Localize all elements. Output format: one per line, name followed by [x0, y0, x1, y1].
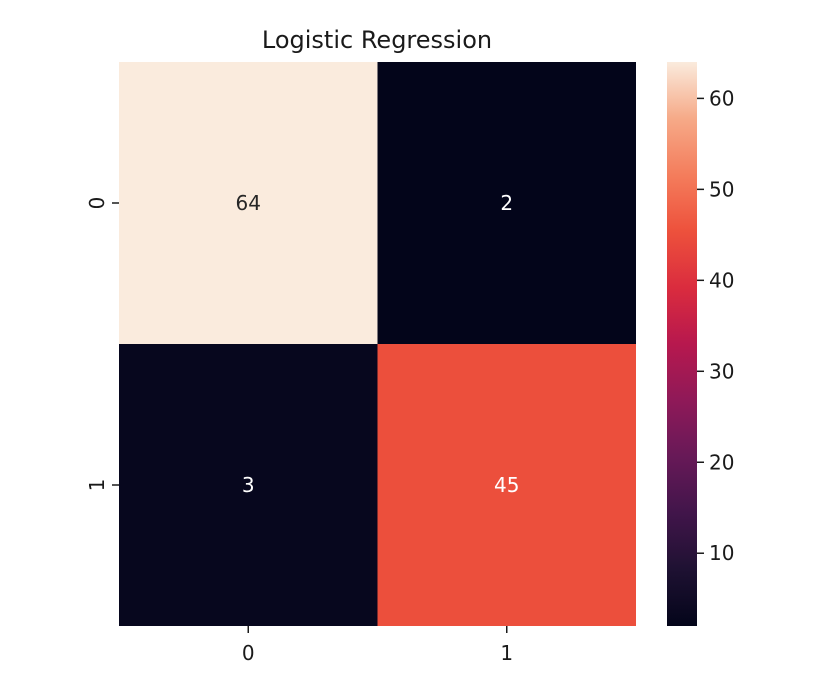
y-tick-label: 1: [85, 479, 109, 492]
x-tick-label: 1: [500, 641, 513, 665]
colorbar-ticks: 10 20 30 40 50 60: [697, 86, 734, 565]
x-tick-label: 0: [242, 641, 255, 665]
colorbar-tick-label: 60: [709, 86, 734, 110]
colorbar: [667, 62, 697, 626]
heatmap-cells: [119, 62, 636, 626]
heatmap-cell-r1-c0: [119, 344, 378, 626]
cell-value-label: 2: [500, 191, 513, 215]
y-tick-label: 0: [85, 197, 109, 210]
colorbar-tick-label: 10: [709, 541, 734, 565]
cell-value-label: 45: [494, 473, 519, 497]
colorbar-tick-label: 40: [709, 268, 734, 292]
colorbar-tick-label: 50: [709, 177, 734, 201]
y-axis: 01: [85, 197, 119, 492]
cell-value-label: 3: [242, 473, 255, 497]
heatmap-cell-labels: 64 2 3 45: [236, 191, 520, 497]
colorbar-tick-label: 20: [709, 450, 734, 474]
colorbar-tick-label: 30: [709, 359, 734, 383]
heatmap-cell-r0-c1: [377, 62, 636, 344]
cell-value-label: 64: [236, 191, 261, 215]
chart-title: Logistic Regression: [262, 26, 492, 54]
heatmap-cell-r1-c1: [377, 344, 636, 626]
heatmap-cell-r0-c0: [119, 62, 378, 344]
colorbar-gradient: [667, 62, 697, 626]
